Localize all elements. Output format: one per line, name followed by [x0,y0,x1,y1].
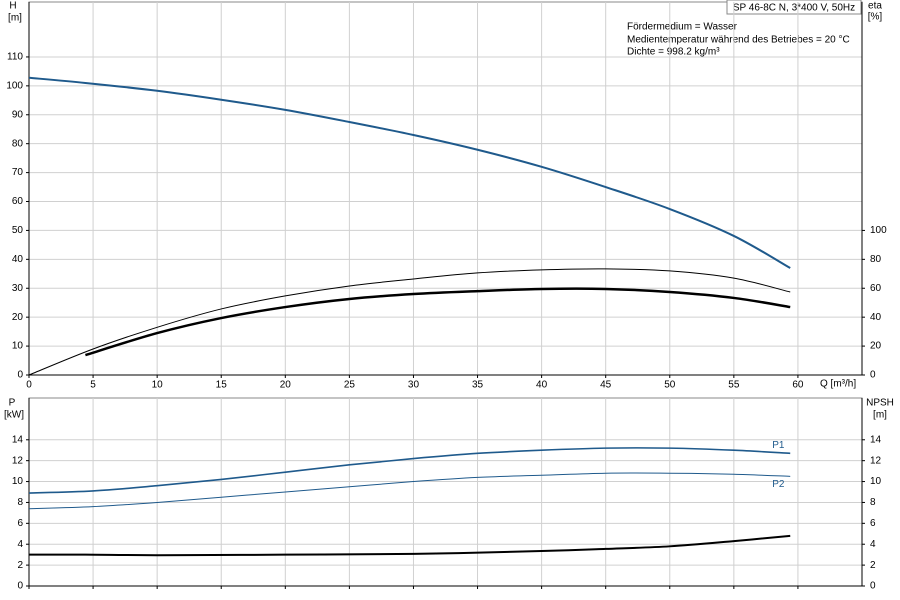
y2-tick-label: 12 [870,455,882,466]
y-tick-label: 60 [12,196,24,207]
y2-tick-label: 20 [870,341,882,352]
y2-tick-label: 0 [870,581,876,592]
y-tick-label: 12 [12,455,24,466]
y-tick-label: 10 [12,476,24,487]
y-tick-label: 70 [12,167,24,178]
y-tick-label: 80 [12,138,24,149]
y-tick-label: 100 [6,80,23,91]
curve [28,268,791,376]
x-tick-label: 40 [536,380,548,391]
y-tick-label: 110 [7,52,23,63]
x-axis-label: Q [m³/h] [820,379,856,390]
y2-axis-unit: [%] [868,12,883,23]
y2-tick-label: 80 [870,254,882,265]
chart-title: SP 46-8C N, 3*400 V, 50Hz [733,3,855,14]
y2-tick-label: 14 [870,434,882,445]
y2-tick-label: 4 [870,539,876,550]
x-tick-label: 30 [408,380,420,391]
curve [28,534,791,557]
y2-tick-label: 100 [870,225,887,236]
y-tick-label: 14 [12,434,24,445]
curve-label: P1 [772,440,785,451]
x-tick-label: 10 [152,380,164,391]
x-tick-label: 0 [26,380,32,391]
y-axis-label: H [9,1,16,12]
x-tick-label: 20 [280,380,292,391]
annotation: Medientemperatur während des Betriebes =… [627,35,850,46]
y-tick-label: 6 [17,518,23,529]
title-box [726,0,862,15]
y2-tick-label: 10 [870,476,882,487]
y-tick-label: 30 [12,283,24,294]
x-tick-label: 15 [216,380,228,391]
y2-axis-label: eta [868,1,882,12]
bottom-plot-frame [28,397,863,587]
y-axis-unit: [m] [8,13,22,24]
x-tick-label: 45 [600,380,612,391]
x-tick-label: 35 [472,380,484,391]
y2-tick-label: 0 [870,370,876,381]
curve [85,287,791,357]
y2-tick-label: 6 [870,518,876,529]
y2-axis-label: NPSH [866,398,894,409]
x-tick-label: 50 [664,380,676,391]
y-tick-label: 2 [17,560,23,571]
y-tick-label: 0 [17,370,23,381]
annotation: Fördermedium = Wasser [627,22,738,33]
top-plot-frame [28,1,863,376]
curve [28,447,791,494]
y-tick-label: 4 [17,539,23,550]
y-tick-label: 20 [12,312,24,323]
x-tick-label: 5 [90,380,96,391]
y2-axis-unit: [m] [873,410,887,421]
y-tick-label: 40 [12,254,24,265]
annotation: Dichte = 998.2 kg/m³ [627,47,720,58]
x-tick-label: 60 [792,380,804,391]
x-tick-label: 25 [344,380,356,391]
y-tick-label: 50 [12,225,24,236]
y2-tick-label: 8 [870,497,876,508]
y-tick-label: 10 [12,341,24,352]
y-axis-label: P [9,398,16,409]
y-tick-label: 0 [17,581,23,592]
curve [28,472,791,510]
x-tick-label: 55 [728,380,740,391]
y2-tick-label: 40 [870,312,882,323]
curve-label: P2 [772,479,785,490]
y-tick-label: 90 [12,109,24,120]
y2-tick-label: 2 [870,560,876,571]
y-tick-label: 8 [17,497,23,508]
y-axis-unit: [kW] [4,410,24,421]
y2-tick-label: 60 [870,283,882,294]
curve [28,76,791,269]
